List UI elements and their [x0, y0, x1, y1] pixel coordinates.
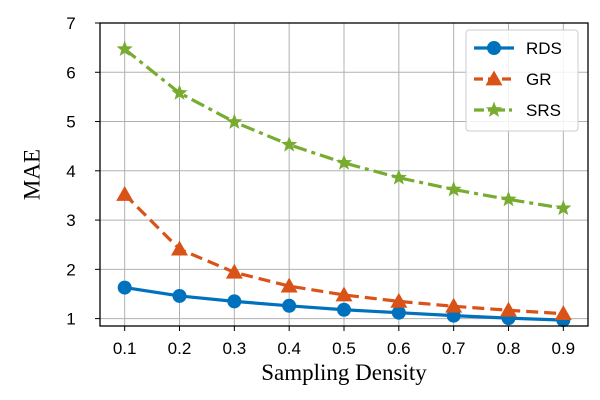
data-point-gr: [116, 185, 134, 201]
x-tick-label: 0.6: [387, 339, 411, 358]
data-point-gr: [445, 297, 463, 313]
legend: RDS GR SRS: [465, 29, 579, 132]
data-point-rds: [227, 294, 242, 309]
series-gr: [116, 185, 572, 321]
data-point-gr: [499, 301, 517, 317]
x-tick-label: 0.1: [113, 339, 137, 358]
legend-label-srs: SRS: [526, 101, 561, 120]
x-tick-label: 0.8: [497, 339, 521, 358]
data-point-srs: [226, 113, 243, 129]
ticks: 0.1 0.2 0.3 0.4 0.5 0.6 0.7 0.8 0.9 1 2 3 4 5 6 7: [66, 14, 575, 358]
data-point-rds: [117, 280, 132, 295]
legend-marker-srs: [485, 101, 503, 117]
series-rds: [117, 280, 571, 328]
data-point-srs: [281, 136, 298, 152]
legend-item-rds: RDS: [474, 39, 562, 58]
data-point-gr: [390, 292, 408, 308]
legend-item-gr: GR: [474, 70, 552, 89]
data-point-srs: [335, 154, 353, 170]
y-tick-label: 3: [66, 211, 75, 230]
series-layer: [116, 40, 572, 328]
data-point-gr: [171, 240, 189, 256]
data-point-srs: [445, 181, 462, 197]
legend-label-rds: RDS: [526, 39, 562, 58]
data-point-gr: [280, 277, 298, 293]
x-axis-title: Sampling Density: [261, 360, 427, 385]
data-point-gr: [554, 305, 572, 321]
legend-marker-rds: [487, 41, 501, 55]
y-tick-label: 4: [66, 162, 75, 181]
data-point-srs: [500, 190, 517, 207]
series-line-gr: [123, 193, 564, 316]
y-tick-label: 2: [66, 260, 75, 279]
data-point-gr: [225, 263, 243, 279]
legend-label-gr: GR: [526, 70, 552, 89]
data-point-rds: [172, 288, 187, 303]
data-point-srs: [555, 199, 572, 216]
data-point-srs: [390, 169, 407, 185]
x-tick-label: 0.9: [552, 339, 576, 358]
x-tick-label: 0.4: [277, 339, 301, 358]
data-point-rds: [391, 305, 406, 320]
data-point-gr: [335, 286, 353, 302]
x-tick-label: 0.2: [168, 339, 192, 358]
x-tick-label: 0.3: [223, 339, 247, 358]
data-point-srs: [116, 40, 133, 56]
y-tick-label: 5: [66, 113, 75, 132]
x-tick-label: 0.7: [442, 339, 466, 358]
y-tick-label: 1: [66, 310, 75, 329]
y-axis-title: MAE: [19, 149, 44, 200]
data-point-rds: [337, 302, 351, 317]
legend-item-srs: SRS: [474, 101, 561, 120]
y-tick-label: 6: [66, 63, 75, 82]
x-tick-label: 0.5: [332, 339, 356, 358]
legend-marker-gr: [485, 70, 503, 86]
y-tick-label: 7: [66, 14, 75, 33]
data-point-rds: [282, 298, 297, 313]
series-srs: [116, 40, 572, 216]
data-point-srs: [171, 84, 188, 100]
series-line-srs: [123, 47, 564, 210]
